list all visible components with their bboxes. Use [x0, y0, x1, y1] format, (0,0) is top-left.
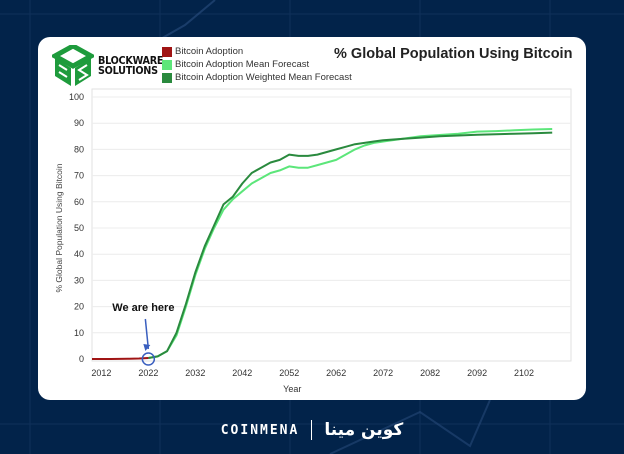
y-tick-label: 20	[74, 302, 84, 312]
x-axis-label: Year	[283, 384, 301, 394]
x-tick-label: 2102	[514, 368, 534, 378]
y-tick-label: 90	[74, 118, 84, 128]
coinmena-arabic-text: كوين مينا	[324, 420, 404, 440]
blockware-logo-icon	[52, 45, 94, 86]
legend-item: Bitcoin Adoption Weighted Mean Forecast	[162, 71, 352, 84]
y-tick-label: 0	[79, 354, 84, 364]
y-tick-label: 10	[74, 328, 84, 338]
chart-legend: Bitcoin Adoption Bitcoin Adoption Mean F…	[162, 45, 352, 84]
y-tick-label: 30	[74, 275, 84, 285]
legend-label: Bitcoin Adoption	[175, 46, 244, 57]
y-tick-label: 70	[74, 171, 84, 181]
brand-line1: BLOCKWARE	[98, 55, 164, 67]
footer: COINMENA كوين مينا	[0, 418, 624, 442]
x-tick-label: 2062	[326, 368, 346, 378]
x-tick-label: 2022	[138, 368, 158, 378]
annotation-circle	[141, 352, 156, 366]
legend-label: Bitcoin Adoption Weighted Mean Forecast	[175, 72, 352, 83]
y-axis-label: % Global Population Using Bitcoin	[54, 163, 64, 292]
coinmena-logo-text: COINMENA	[220, 422, 300, 438]
legend-item: Bitcoin Adoption Mean Forecast	[162, 58, 352, 71]
y-tick-label: 80	[74, 144, 84, 154]
annotation-label: We are here	[112, 302, 174, 314]
footer-divider	[311, 420, 313, 440]
series-line-2	[148, 131, 553, 359]
series-line-0	[92, 357, 149, 360]
chart-plot: 0 10 20 30 40 50 60 70 80 90 100 2012 2022 2032 2042 20…	[54, 88, 572, 394]
y-tick-label: 40	[74, 249, 84, 259]
x-tick-label: 2072	[373, 368, 393, 378]
y-tick-label: 50	[74, 223, 84, 233]
x-tick-label: 2082	[420, 368, 440, 378]
annotation-arrow-shaft	[144, 318, 150, 350]
y-tick-label: 60	[74, 197, 84, 207]
brand-line2: SOLUTIONS	[98, 65, 158, 77]
x-tick-label: 2012	[91, 368, 111, 378]
chart-title: % Global Population Using Bitcoin	[334, 46, 573, 62]
brand-name: BLOCKWARE SOLUTIONS	[98, 55, 164, 77]
chart-card: BLOCKWARE SOLUTIONS Bitcoin Adoption Bit…	[38, 37, 586, 400]
legend-swatch-mean	[162, 59, 172, 70]
annotation-arrow-head	[143, 344, 151, 351]
y-tick-label: 100	[69, 92, 84, 102]
legend-swatch-weighted	[162, 72, 172, 83]
legend-swatch-adoption	[162, 46, 172, 57]
legend-label: Bitcoin Adoption Mean Forecast	[175, 59, 310, 70]
series-line-1	[148, 128, 553, 359]
x-tick-label: 2042	[232, 368, 252, 378]
plot-frame	[91, 88, 572, 362]
legend-item: Bitcoin Adoption	[162, 45, 352, 58]
x-tick-label: 2032	[185, 368, 205, 378]
x-tick-label: 2052	[279, 368, 299, 378]
x-tick-label: 2092	[467, 368, 487, 378]
